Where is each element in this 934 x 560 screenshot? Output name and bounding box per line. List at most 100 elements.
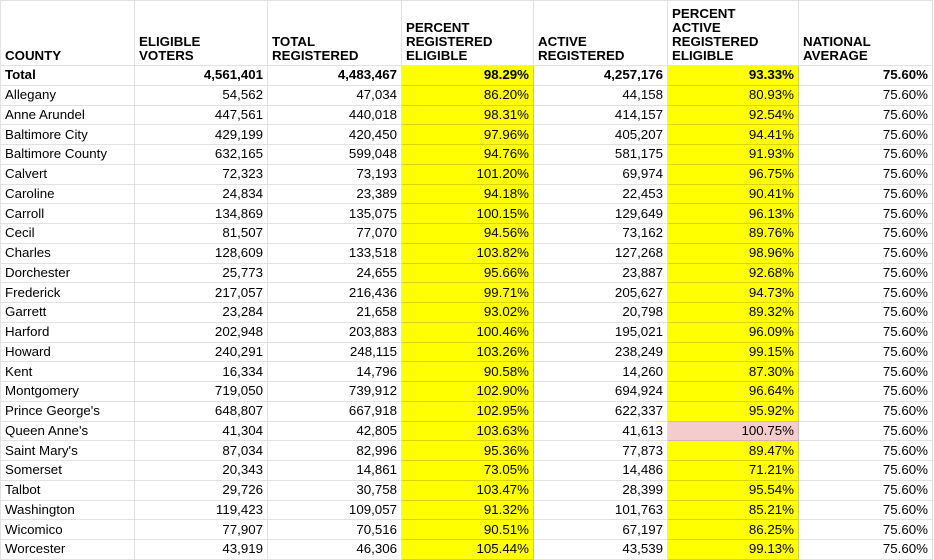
percent-active-registered-eligible-cell[interactable]: 87.30%	[667, 361, 799, 382]
active-registered-cell[interactable]: 414,157	[533, 104, 668, 126]
total-registered-cell[interactable]: 109,057	[267, 499, 402, 521]
national-average-cell[interactable]: 75.60%	[798, 302, 933, 323]
total-registered-cell[interactable]: 216,436	[267, 282, 402, 303]
eligible-voters-cell[interactable]: 16,334	[134, 361, 268, 382]
national-average-cell[interactable]: 75.60%	[798, 163, 933, 185]
percent-active-registered-eligible-cell[interactable]: 96.09%	[667, 321, 799, 343]
percent-registered-eligible-cell[interactable]: 86.20%	[401, 84, 534, 106]
total-registered-cell[interactable]: 133,518	[267, 242, 402, 264]
percent-registered-eligible-cell[interactable]: 97.96%	[401, 124, 534, 145]
total-registered-cell[interactable]: 4,483,467	[267, 65, 402, 86]
percent-registered-eligible-cell[interactable]: 95.36%	[401, 440, 534, 461]
percent-active-registered-eligible-cell[interactable]: 94.73%	[667, 282, 799, 303]
eligible-voters-cell[interactable]: 119,423	[134, 499, 268, 521]
eligible-voters-cell[interactable]: 202,948	[134, 321, 268, 343]
percent-active-registered-eligible-cell[interactable]: 91.93%	[667, 144, 799, 165]
percent-registered-eligible-cell[interactable]: 102.90%	[401, 381, 534, 402]
column-header-national-average[interactable]: NATIONAL AVERAGE	[798, 0, 933, 66]
active-registered-cell[interactable]: 73,162	[533, 223, 668, 244]
county-cell[interactable]: Howard	[0, 341, 135, 363]
percent-active-registered-eligible-cell[interactable]: 95.54%	[667, 479, 799, 501]
national-average-cell[interactable]: 75.60%	[798, 539, 933, 560]
percent-registered-eligible-cell[interactable]: 99.71%	[401, 282, 534, 303]
county-cell[interactable]: Prince George's	[0, 400, 135, 422]
county-cell[interactable]: Charles	[0, 242, 135, 264]
total-registered-cell[interactable]: 14,861	[267, 460, 402, 481]
total-registered-cell[interactable]: 203,883	[267, 321, 402, 343]
national-average-cell[interactable]: 75.60%	[798, 519, 933, 540]
column-header-percent-registered-eligible[interactable]: PERCENT REGISTERED ELIGIBLE	[401, 0, 534, 66]
county-cell[interactable]: Queen Anne's	[0, 420, 135, 442]
eligible-voters-cell[interactable]: 25,773	[134, 262, 268, 284]
national-average-cell[interactable]: 75.60%	[798, 104, 933, 126]
percent-active-registered-eligible-cell[interactable]: 96.64%	[667, 381, 799, 402]
total-registered-cell[interactable]: 667,918	[267, 400, 402, 422]
eligible-voters-cell[interactable]: 4,561,401	[134, 65, 268, 86]
total-registered-cell[interactable]: 46,306	[267, 539, 402, 560]
eligible-voters-cell[interactable]: 81,507	[134, 223, 268, 244]
percent-active-registered-eligible-cell[interactable]: 99.15%	[667, 341, 799, 363]
active-registered-cell[interactable]: 238,249	[533, 341, 668, 363]
total-registered-cell[interactable]: 599,048	[267, 144, 402, 165]
percent-registered-eligible-cell[interactable]: 100.46%	[401, 321, 534, 343]
national-average-cell[interactable]: 75.60%	[798, 420, 933, 442]
eligible-voters-cell[interactable]: 128,609	[134, 242, 268, 264]
national-average-cell[interactable]: 75.60%	[798, 321, 933, 343]
active-registered-cell[interactable]: 622,337	[533, 400, 668, 422]
active-registered-cell[interactable]: 20,798	[533, 302, 668, 323]
eligible-voters-cell[interactable]: 429,199	[134, 124, 268, 145]
total-registered-cell[interactable]: 42,805	[267, 420, 402, 442]
percent-active-registered-eligible-cell[interactable]: 85.21%	[667, 499, 799, 521]
total-registered-cell[interactable]: 24,655	[267, 262, 402, 284]
percent-registered-eligible-cell[interactable]: 73.05%	[401, 460, 534, 481]
percent-active-registered-eligible-cell[interactable]: 95.92%	[667, 400, 799, 422]
percent-registered-eligible-cell[interactable]: 102.95%	[401, 400, 534, 422]
active-registered-cell[interactable]: 28,399	[533, 479, 668, 501]
eligible-voters-cell[interactable]: 54,562	[134, 84, 268, 106]
national-average-cell[interactable]: 75.60%	[798, 223, 933, 244]
total-registered-cell[interactable]: 30,758	[267, 479, 402, 501]
county-cell[interactable]: Frederick	[0, 282, 135, 303]
county-cell[interactable]: Caroline	[0, 183, 135, 205]
percent-active-registered-eligible-cell[interactable]: 98.96%	[667, 242, 799, 264]
county-cell[interactable]: Kent	[0, 361, 135, 382]
national-average-cell[interactable]: 75.60%	[798, 183, 933, 205]
column-header-total-registered[interactable]: TOTAL REGISTERED	[267, 0, 402, 66]
percent-registered-eligible-cell[interactable]: 94.56%	[401, 223, 534, 244]
percent-registered-eligible-cell[interactable]: 103.26%	[401, 341, 534, 363]
county-cell[interactable]: Saint Mary's	[0, 440, 135, 461]
county-cell[interactable]: Washington	[0, 499, 135, 521]
county-cell[interactable]: Carroll	[0, 203, 135, 224]
percent-active-registered-eligible-cell[interactable]: 80.93%	[667, 84, 799, 106]
county-cell[interactable]: Wicomico	[0, 519, 135, 540]
national-average-cell[interactable]: 75.60%	[798, 203, 933, 224]
national-average-cell[interactable]: 75.60%	[798, 460, 933, 481]
active-registered-cell[interactable]: 69,974	[533, 163, 668, 185]
percent-registered-eligible-cell[interactable]: 95.66%	[401, 262, 534, 284]
eligible-voters-cell[interactable]: 72,323	[134, 163, 268, 185]
active-registered-cell[interactable]: 101,763	[533, 499, 668, 521]
percent-registered-eligible-cell[interactable]: 94.76%	[401, 144, 534, 165]
county-cell[interactable]: Somerset	[0, 460, 135, 481]
active-registered-cell[interactable]: 129,649	[533, 203, 668, 224]
county-cell[interactable]: Baltimore County	[0, 144, 135, 165]
national-average-cell[interactable]: 75.60%	[798, 262, 933, 284]
total-registered-cell[interactable]: 77,070	[267, 223, 402, 244]
total-registered-cell[interactable]: 440,018	[267, 104, 402, 126]
national-average-cell[interactable]: 75.60%	[798, 499, 933, 521]
percent-registered-eligible-cell[interactable]: 90.51%	[401, 519, 534, 540]
total-registered-cell[interactable]: 82,996	[267, 440, 402, 461]
active-registered-cell[interactable]: 127,268	[533, 242, 668, 264]
active-registered-cell[interactable]: 41,613	[533, 420, 668, 442]
active-registered-cell[interactable]: 43,539	[533, 539, 668, 560]
national-average-cell[interactable]: 75.60%	[798, 144, 933, 165]
county-cell[interactable]: Total	[0, 65, 135, 86]
total-registered-cell[interactable]: 135,075	[267, 203, 402, 224]
column-header-eligible-voters[interactable]: ELIGIBLE VOTERS	[134, 0, 268, 66]
eligible-voters-cell[interactable]: 217,057	[134, 282, 268, 303]
percent-registered-eligible-cell[interactable]: 100.15%	[401, 203, 534, 224]
county-cell[interactable]: Montgomery	[0, 381, 135, 402]
active-registered-cell[interactable]: 4,257,176	[533, 65, 668, 86]
eligible-voters-cell[interactable]: 648,807	[134, 400, 268, 422]
county-cell[interactable]: Baltimore City	[0, 124, 135, 145]
